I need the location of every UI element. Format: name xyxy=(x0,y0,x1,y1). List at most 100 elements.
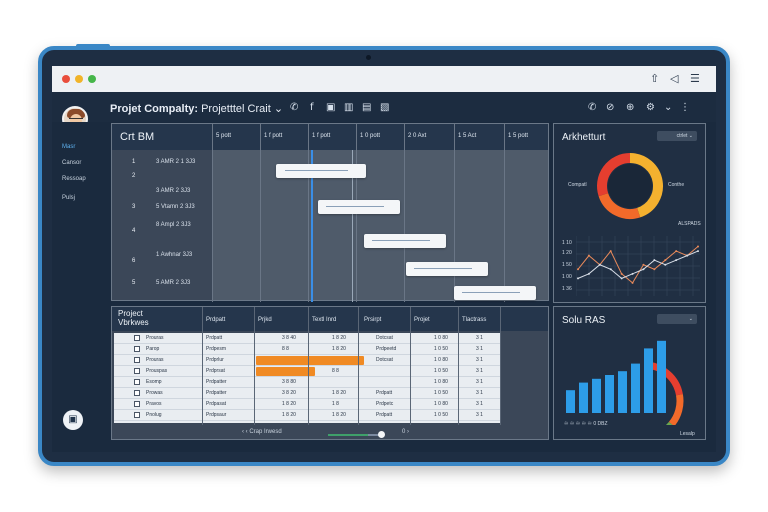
line-point xyxy=(620,272,623,275)
gantt-task-label[interactable]: 5 AMR 2 3J3 xyxy=(156,280,191,286)
table-cell: Prouspas xyxy=(146,368,168,374)
table-cell: 3 1 xyxy=(476,335,483,341)
table-row[interactable]: Parop Prdpesm 8 8 1 8 20 Prdpeetd 1 0 50 3 1 xyxy=(114,344,500,355)
solu-dropdown[interactable]: ⌄ xyxy=(657,314,697,324)
gantt-col-header: 1 f pott xyxy=(264,133,283,139)
settings-icon[interactable]: ⚙ xyxy=(646,102,655,113)
next-page-button[interactable]: 0 › xyxy=(402,429,410,435)
row-checkbox[interactable] xyxy=(134,412,140,418)
document-icon[interactable]: ▣ xyxy=(63,410,83,430)
row-checkbox[interactable] xyxy=(134,346,140,352)
table-cell: 1 8 20 xyxy=(332,346,346,352)
chevron-down-icon[interactable]: ⌄ xyxy=(273,103,284,115)
file-icon[interactable]: ▤ xyxy=(362,102,372,113)
call-icon[interactable]: ✆ xyxy=(588,102,597,113)
gantt-bar[interactable] xyxy=(406,262,488,276)
table-col-header[interactable]: Projet xyxy=(414,317,430,323)
image-icon[interactable]: ▧ xyxy=(380,102,390,113)
close-window-dot[interactable] xyxy=(62,75,70,83)
table-cell: Prdpatter xyxy=(206,379,227,385)
line-y-tick: 1 50 xyxy=(562,262,572,268)
row-checkbox[interactable] xyxy=(134,335,140,341)
gantt-bar[interactable] xyxy=(454,286,536,300)
table-col-header[interactable]: Prdpatt xyxy=(206,317,226,323)
bar xyxy=(566,390,575,413)
donut-right-label: Conthe xyxy=(668,182,685,188)
gantt-bar[interactable] xyxy=(364,234,446,248)
solu-panel: Solu RAS ⌄ ♾ ♾ ♾ ♾ ♾ 0 DBZ Lesalp xyxy=(553,306,706,440)
sound-icon[interactable]: ◁ xyxy=(670,72,679,85)
gantt-task-label[interactable]: 3 AMR 2 1 3J3 xyxy=(156,159,196,165)
project-title[interactable]: Projet Compalty: Projetttel Crait ⌄ xyxy=(110,102,283,115)
line-point xyxy=(577,268,579,271)
gantt-row-num: 6 xyxy=(132,258,136,264)
line-point xyxy=(631,272,634,275)
table-cell: Prdprlur xyxy=(206,357,224,363)
gantt-bar[interactable] xyxy=(318,200,400,214)
line-series xyxy=(577,246,699,284)
table-row[interactable]: Esomp Prdpatter 3 8 80 1 0 80 3 1 xyxy=(114,377,500,388)
sidebar-item-ressoap[interactable]: Ressoap xyxy=(62,176,86,182)
line-series xyxy=(577,250,699,279)
row-checkbox[interactable] xyxy=(134,401,140,407)
menu-icon[interactable]: ☰ xyxy=(690,72,700,85)
minimize-window-dot[interactable] xyxy=(75,75,83,83)
table-cell: 3 1 xyxy=(476,401,483,407)
table-cell: Prdprsat xyxy=(206,368,225,374)
attachment-icon[interactable]: ⊕ xyxy=(626,102,635,113)
table-row[interactable]: Prouras Prdpatt 3 8 40 1 8 20 Dotcsat 1 0 80 3… xyxy=(114,333,500,344)
line-point xyxy=(631,281,634,284)
row-checkbox[interactable] xyxy=(134,357,140,363)
link-icon[interactable]: ⊘ xyxy=(606,102,615,113)
table-cell: 3 1 xyxy=(476,390,483,396)
sidebar-item-cansor[interactable]: Cansor xyxy=(62,160,82,166)
table-pagination[interactable]: ‹ ‹ Crap Irwesd xyxy=(242,429,282,435)
gantt-task-label[interactable]: 3 AMR 2 3J3 xyxy=(156,188,191,194)
table-row[interactable]: Pnolug Prdpsaur 1 8 20 1 8 20 Prdpatt 1 0 50 3… xyxy=(114,410,500,421)
sidebar-item-masr[interactable]: Masr xyxy=(62,144,76,150)
table-row[interactable]: Prouspas Prdprsat 8 8 1 0 50 3 1 xyxy=(114,366,500,377)
table-cell: 3 1 xyxy=(476,379,483,385)
architecture-dropdown[interactable]: ctrlet ⌄ xyxy=(657,131,697,141)
line-point xyxy=(577,277,579,280)
gantt-bar[interactable] xyxy=(276,164,366,178)
table-cell: 1 8 20 xyxy=(282,412,296,418)
row-checkbox[interactable] xyxy=(134,368,140,374)
table-col-header[interactable]: Prjkd xyxy=(258,317,272,323)
table-row[interactable]: Pravos Prdpasat 1 8 20 1 8 Prdpetc 1 0 80 3 1 xyxy=(114,399,500,410)
table-col-header[interactable]: Prsirpt xyxy=(364,317,382,323)
line-point xyxy=(697,245,699,248)
bar-legend: ♾ ♾ ♾ ♾ ♾ 0 DBZ xyxy=(564,421,608,427)
bar xyxy=(618,371,627,413)
line-point xyxy=(653,268,656,271)
row-checkbox[interactable] xyxy=(134,390,140,396)
gantt-task-label[interactable]: 5 Vtamn 2 3J3 xyxy=(156,204,195,210)
gantt-col-header: 1 0 pott xyxy=(360,133,381,139)
milestone-marker xyxy=(352,150,353,302)
table-col-header[interactable]: Textl Inrd xyxy=(312,317,337,323)
row-checkbox[interactable] xyxy=(134,379,140,385)
sidebar-item-pulsj[interactable]: Pulsj xyxy=(62,195,76,201)
table-col-header[interactable]: Tlactrass xyxy=(462,317,487,323)
table-row[interactable]: Prowas Prdpatter 3 8 20 1 8 20 Prdpatt 1 0 50… xyxy=(114,388,500,399)
line-point xyxy=(587,272,590,275)
table-cell: 8 8 xyxy=(282,346,289,352)
project-title-rest: Projetttel Crait xyxy=(201,103,271,115)
maximize-window-dot[interactable] xyxy=(88,75,96,83)
zoom-slider[interactable] xyxy=(328,434,384,436)
gantt-task-label[interactable]: 1 Awhnar 3J3 xyxy=(156,252,193,258)
more-icon[interactable]: ⋮ xyxy=(680,102,690,113)
share-icon[interactable]: ⇧ xyxy=(650,72,660,85)
table-row[interactable]: Prouras Prdprlur Dotcsat 1 0 80 3 1 xyxy=(114,355,500,366)
facebook-icon[interactable]: f xyxy=(310,102,314,113)
table-cell: Prdpeetd xyxy=(376,346,397,352)
gantt-col-header: 1 5 pott xyxy=(508,133,529,139)
progress-bar xyxy=(256,367,315,376)
gantt-task-label[interactable]: 8 Ampl 2 3J3 xyxy=(156,222,191,228)
chart-icon[interactable]: ▥ xyxy=(344,102,354,113)
document-icon[interactable]: ▣ xyxy=(326,102,336,113)
zoom-slider-knob[interactable] xyxy=(378,431,385,438)
donut-slice xyxy=(597,153,631,197)
phone-icon[interactable]: ✆ xyxy=(290,102,299,113)
chevron-down-icon[interactable]: ⌄ xyxy=(664,102,673,113)
